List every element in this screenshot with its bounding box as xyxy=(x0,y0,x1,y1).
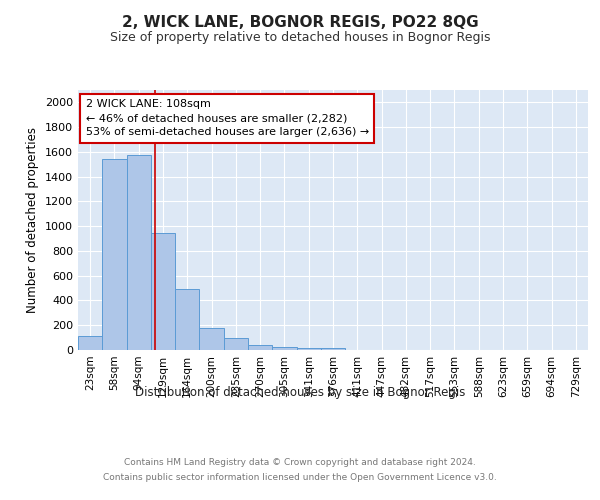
Bar xyxy=(321,348,345,350)
Bar xyxy=(78,336,102,350)
Bar xyxy=(127,155,151,350)
Text: 2, WICK LANE, BOGNOR REGIS, PO22 8QG: 2, WICK LANE, BOGNOR REGIS, PO22 8QG xyxy=(122,15,478,30)
Text: 2 WICK LANE: 108sqm
← 46% of detached houses are smaller (2,282)
53% of semi-det: 2 WICK LANE: 108sqm ← 46% of detached ho… xyxy=(86,99,369,137)
Text: Contains HM Land Registry data © Crown copyright and database right 2024.: Contains HM Land Registry data © Crown c… xyxy=(124,458,476,467)
Bar xyxy=(175,290,199,350)
Bar xyxy=(102,160,127,350)
Y-axis label: Number of detached properties: Number of detached properties xyxy=(26,127,40,313)
Bar xyxy=(151,233,175,350)
Text: Distribution of detached houses by size in Bognor Regis: Distribution of detached houses by size … xyxy=(135,386,465,399)
Text: Size of property relative to detached houses in Bognor Regis: Size of property relative to detached ho… xyxy=(110,31,490,44)
Bar xyxy=(248,345,272,350)
Text: Contains public sector information licensed under the Open Government Licence v3: Contains public sector information licen… xyxy=(103,473,497,482)
Bar xyxy=(296,348,321,350)
Bar xyxy=(224,338,248,350)
Bar xyxy=(272,346,296,350)
Bar xyxy=(199,328,224,350)
